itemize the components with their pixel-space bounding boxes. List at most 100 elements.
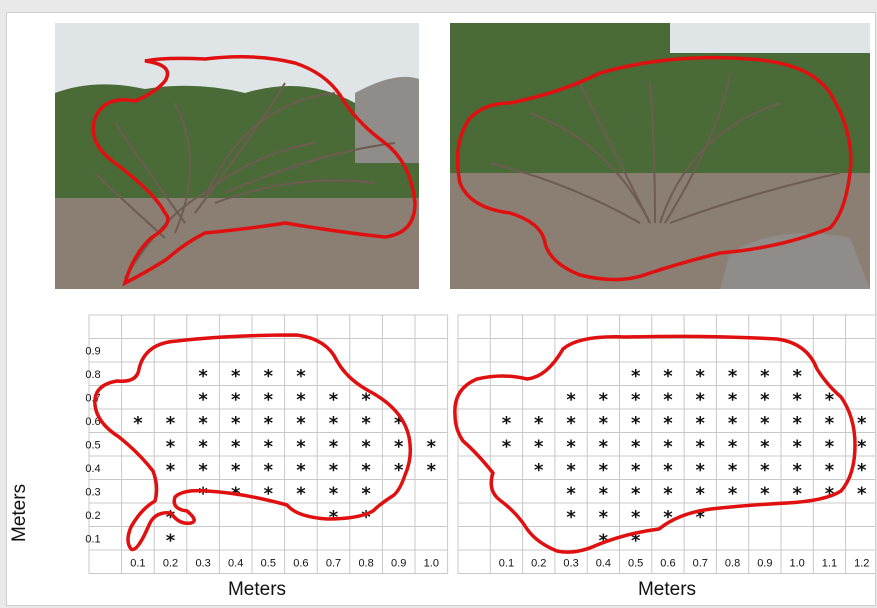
data-point: * bbox=[566, 436, 576, 457]
data-point: * bbox=[394, 436, 404, 457]
data-point: * bbox=[825, 483, 835, 504]
data-point: * bbox=[825, 413, 835, 434]
data-point: * bbox=[760, 413, 770, 434]
data-point: * bbox=[760, 483, 770, 504]
data-point: * bbox=[663, 436, 673, 457]
x-tick-label: 0.6 bbox=[293, 558, 308, 570]
y-axis-title: Meters bbox=[9, 483, 30, 543]
data-point: * bbox=[534, 436, 544, 457]
data-point: * bbox=[566, 483, 576, 504]
y-tick-label: 0.8 bbox=[85, 369, 100, 381]
canopy-outline bbox=[453, 334, 857, 554]
data-point: * bbox=[329, 413, 339, 434]
shrub-photo-left bbox=[55, 23, 419, 289]
grid-chart-right: 0.10.20.30.40.50.60.70.80.91.01.11.21.3*… bbox=[453, 314, 875, 574]
data-point: * bbox=[728, 366, 738, 387]
data-point: * bbox=[599, 483, 609, 504]
data-point: * bbox=[296, 436, 306, 457]
data-point: * bbox=[166, 413, 176, 434]
data-point: * bbox=[631, 413, 641, 434]
data-point: * bbox=[728, 460, 738, 481]
data-point: * bbox=[166, 460, 176, 481]
data-point: * bbox=[427, 460, 437, 481]
data-point: * bbox=[361, 413, 371, 434]
data-point: * bbox=[427, 436, 437, 457]
data-point: * bbox=[792, 483, 802, 504]
x-tick-label: 1.2 bbox=[854, 558, 869, 570]
x-tick-label: 1.0 bbox=[790, 558, 805, 570]
x-axis-title-left: Meters bbox=[227, 579, 287, 600]
data-point: * bbox=[631, 460, 641, 481]
data-point: * bbox=[361, 483, 371, 504]
data-point: * bbox=[566, 389, 576, 410]
x-tick-label: 0.3 bbox=[195, 558, 210, 570]
data-point: * bbox=[825, 460, 835, 481]
data-point: * bbox=[361, 389, 371, 410]
data-point: * bbox=[696, 483, 706, 504]
data-point: * bbox=[760, 366, 770, 387]
photo-branches bbox=[489, 72, 841, 224]
data-point: * bbox=[296, 460, 306, 481]
data-point: * bbox=[264, 483, 274, 504]
data-point: * bbox=[631, 507, 641, 528]
data-point: * bbox=[825, 436, 835, 457]
data-point: * bbox=[264, 460, 274, 481]
x-tick-label: 0.8 bbox=[725, 558, 740, 570]
data-point: * bbox=[329, 436, 339, 457]
canopy-outline-left bbox=[91, 55, 417, 287]
data-point: * bbox=[502, 436, 512, 457]
canopy-outline-right bbox=[455, 55, 853, 282]
data-point: * bbox=[857, 483, 867, 504]
photo-sky bbox=[670, 23, 870, 53]
data-point: * bbox=[663, 507, 673, 528]
x-tick-label: 0.9 bbox=[757, 558, 772, 570]
data-point: * bbox=[599, 413, 609, 434]
data-point: * bbox=[198, 436, 208, 457]
data-point: * bbox=[198, 366, 208, 387]
x-axis-title-right: Meters bbox=[637, 579, 697, 600]
data-point: * bbox=[696, 413, 706, 434]
x-tick-label: 0.3 bbox=[563, 558, 578, 570]
data-point: * bbox=[663, 413, 673, 434]
data-point: * bbox=[231, 436, 241, 457]
data-point: * bbox=[198, 460, 208, 481]
data-point: * bbox=[296, 413, 306, 434]
data-point: * bbox=[329, 389, 339, 410]
data-point: * bbox=[663, 389, 673, 410]
data-point: * bbox=[264, 413, 274, 434]
data-point: * bbox=[231, 366, 241, 387]
data-point: * bbox=[631, 436, 641, 457]
photo-branches bbox=[94, 82, 396, 279]
grid-chart-left: 0.1 0.2 0.3 0.4 0.5 0.6 0.7 0.8 0.9 1.0 0.1 0.2 0.3 0… bbox=[85, 314, 449, 574]
data-point: * bbox=[566, 413, 576, 434]
x-tick-label: 0.1 bbox=[499, 558, 514, 570]
data-point: * bbox=[198, 483, 208, 504]
data-point: * bbox=[599, 460, 609, 481]
x-tick-label: 0.8 bbox=[358, 558, 373, 570]
shrub-photo-right bbox=[450, 23, 870, 289]
data-point: * bbox=[296, 389, 306, 410]
data-point: * bbox=[663, 483, 673, 504]
x-tick-label: 0.7 bbox=[693, 558, 708, 570]
grid-charts: 0.1 0.2 0.3 0.4 0.5 0.6 0.7 0.8 0.9 1.0 0.1 0.2 0.3 0… bbox=[85, 314, 875, 574]
data-point: * bbox=[631, 366, 641, 387]
y-tick-label: 0.1 bbox=[85, 533, 100, 545]
data-point: * bbox=[696, 436, 706, 457]
x-tick-label: 0.5 bbox=[261, 558, 276, 570]
data-point: * bbox=[792, 389, 802, 410]
x-tick-label: 0.7 bbox=[326, 558, 341, 570]
data-point: * bbox=[166, 530, 176, 551]
y-tick-label: 0.5 bbox=[85, 439, 100, 451]
data-point: * bbox=[728, 389, 738, 410]
y-tick-label: 0.7 bbox=[85, 392, 100, 404]
data-point: * bbox=[394, 460, 404, 481]
data-point: * bbox=[231, 460, 241, 481]
y-tick-label: 0.6 bbox=[85, 416, 100, 428]
y-tick-label: 0.2 bbox=[85, 510, 100, 522]
data-point: * bbox=[166, 436, 176, 457]
x-tick-label: 0.5 bbox=[628, 558, 643, 570]
data-point: * bbox=[264, 436, 274, 457]
data-point: * bbox=[166, 507, 176, 528]
y-tick-label: 0.9 bbox=[85, 345, 100, 357]
data-point: * bbox=[599, 436, 609, 457]
